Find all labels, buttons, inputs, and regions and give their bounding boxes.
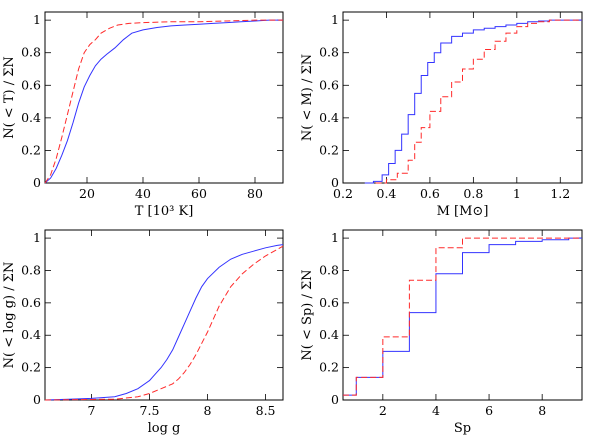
y-axis-label: N( < Sp) / ΣN bbox=[300, 269, 315, 360]
y-tick-label: 0.2 bbox=[21, 360, 41, 375]
x-tick-label: 40 bbox=[135, 186, 151, 201]
y-tick-label: 0.2 bbox=[319, 360, 339, 375]
x-tick-label: 8 bbox=[204, 403, 212, 418]
chart-panel-4: 2 4 6 8 0 0.2 0.4 0.6 0.8 1 Sp N( < Sp) / ΣN bbox=[300, 229, 583, 436]
y-axis-label: N( < M) / ΣN bbox=[300, 54, 315, 141]
chart-panel-1: 20 40 60 80 0 0.2 0.4 0.6 0.8 1 T [10³ K] N( < T) /… bbox=[2, 11, 284, 219]
x-tick-label: 80 bbox=[247, 186, 263, 201]
x-axis-label: T [10³ K] bbox=[135, 204, 194, 219]
y-tick-label: 0.4 bbox=[319, 110, 339, 125]
series-line-solid bbox=[44, 244, 284, 401]
y-tick-label: 0.4 bbox=[319, 327, 339, 342]
y-axis-label: N( < log g) / ΣN bbox=[2, 262, 17, 369]
y-tick-label: 0.4 bbox=[21, 327, 41, 342]
series-line-dashed bbox=[44, 245, 284, 401]
x-axis-label: M [M⊙] bbox=[437, 204, 489, 219]
y-tick-label: 0.8 bbox=[319, 45, 339, 60]
plot-frame bbox=[44, 229, 284, 401]
y-axis-label: N( < T) / ΣN bbox=[2, 56, 17, 139]
x-tick-label: 2 bbox=[379, 403, 387, 418]
y-tick-label: 0.6 bbox=[21, 77, 41, 92]
y-tick-label: 0.6 bbox=[319, 77, 339, 92]
plot-frame bbox=[44, 11, 284, 184]
y-tick-label: 0 bbox=[33, 392, 41, 407]
x-tick-label: 8.5 bbox=[256, 403, 276, 418]
y-tick-label: 0.6 bbox=[21, 295, 41, 310]
series-line-dashed bbox=[44, 19, 283, 184]
x-tick-label: 20 bbox=[79, 186, 95, 201]
x-tick-label: 7 bbox=[87, 403, 95, 418]
x-tick-label: 0.2 bbox=[333, 186, 353, 201]
y-tick-label: 0.8 bbox=[319, 262, 339, 277]
series-line-solid bbox=[44, 19, 283, 184]
y-tick-label: 0 bbox=[33, 175, 41, 190]
chart-panel-2: 0.2 0.4 0.6 0.8 1 1.200.20.40.60.81M [M⊙]N( <… bbox=[300, 11, 583, 219]
y-tick-label: 0.4 bbox=[21, 110, 41, 125]
x-tick-label: 6 bbox=[485, 403, 493, 418]
y-tick-label: 1 bbox=[33, 230, 41, 245]
x-tick-label: 8 bbox=[538, 403, 546, 418]
y-tick-label: 0.8 bbox=[21, 45, 41, 60]
x-tick-label: 60 bbox=[191, 186, 207, 201]
y-tick-label: 0 bbox=[331, 392, 339, 407]
x-tick-label: 0.8 bbox=[463, 186, 483, 201]
y-tick-label: 1 bbox=[33, 12, 41, 27]
x-axis-label: Sp bbox=[454, 421, 471, 436]
y-tick-label: 0.8 bbox=[21, 262, 41, 277]
series-line-solid bbox=[364, 19, 582, 184]
x-tick-label: 1.2 bbox=[550, 186, 570, 201]
chart-panel-3: 7 7.5 8 8.5 0 0.2 0.4 0.6 0.8 1 log g N( < log g) /… bbox=[2, 229, 284, 436]
x-axis-label: log g bbox=[148, 421, 181, 436]
y-tick-label: 0.2 bbox=[319, 142, 339, 157]
y-tick-label: 0.2 bbox=[21, 142, 41, 157]
y-tick-label: 1 bbox=[331, 12, 339, 27]
plot-frame bbox=[342, 229, 583, 401]
x-tick-label: 4 bbox=[432, 403, 440, 418]
x-tick-label: 1 bbox=[513, 186, 521, 201]
y-tick-label: 0.6 bbox=[319, 295, 339, 310]
series-line-dashed bbox=[375, 19, 582, 184]
x-tick-label: 0.6 bbox=[420, 186, 440, 201]
series-line-solid bbox=[343, 237, 582, 396]
y-tick-label: 1 bbox=[331, 230, 339, 245]
series-line-dashed bbox=[343, 237, 582, 396]
y-tick-label: 0 bbox=[331, 175, 339, 190]
plot-frame bbox=[342, 11, 583, 184]
x-tick-label: 7.5 bbox=[140, 403, 160, 418]
x-tick-label: 0.4 bbox=[377, 186, 397, 201]
